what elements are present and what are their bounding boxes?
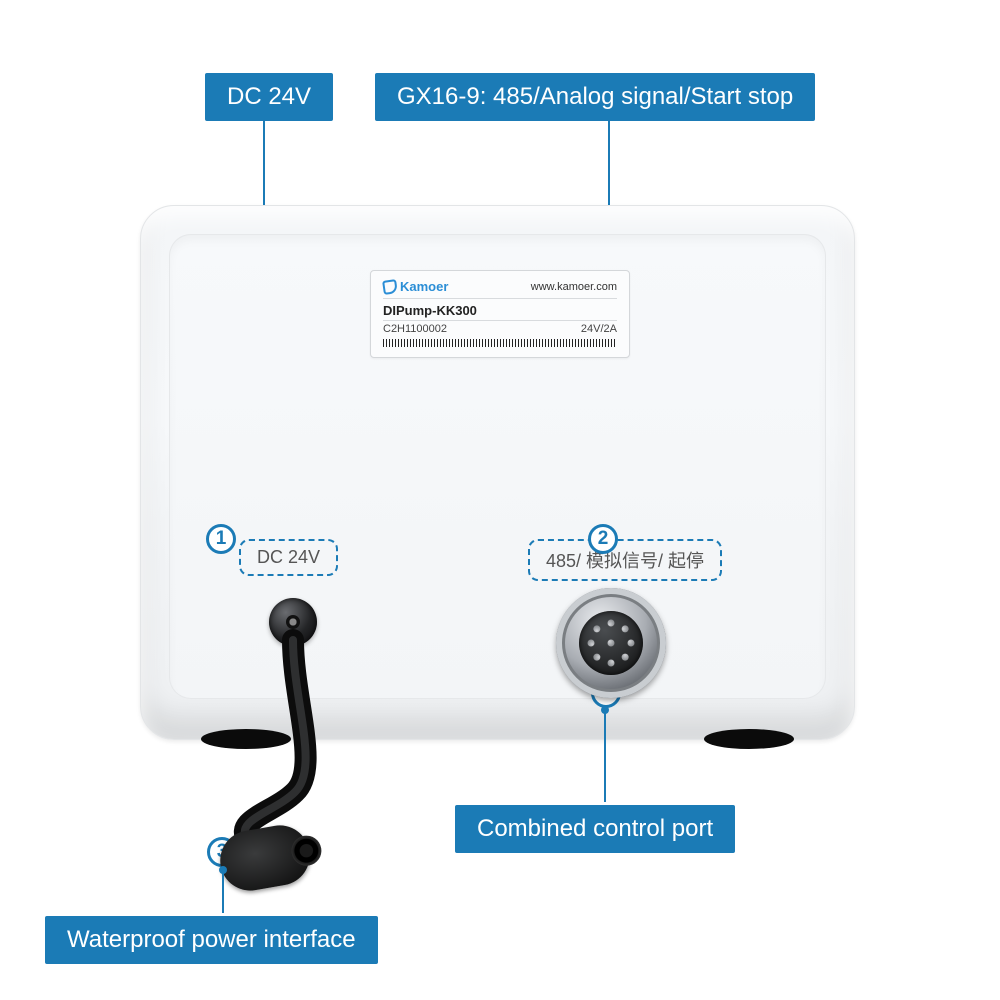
callout-waterproof-text: Waterproof power interface (67, 926, 356, 953)
portlabel-dc24v-text: DC 24V (257, 547, 320, 567)
callout-dc24v: DC 24V (205, 73, 333, 121)
brand-website: www.kamoer.com (531, 281, 617, 293)
dc-jack (269, 598, 317, 646)
gx16-hub (579, 611, 643, 675)
brand-name: Kamoer (400, 279, 448, 294)
diagram-canvas: DC 24V GX16-9: 485/Analog signal/Start s… (0, 0, 1000, 1000)
callout-combined-port: Combined control port (455, 805, 735, 853)
callout-dc24v-text: DC 24V (227, 83, 311, 110)
leader-4 (604, 710, 606, 802)
gx16-connector (556, 588, 666, 698)
product-label-sticker: Kamoer www.kamoer.com DIPump-KK300 C2H11… (370, 270, 630, 358)
leader-3 (222, 870, 224, 913)
portlabel-dc24v: DC 24V (239, 539, 338, 576)
callout-gx16: GX16-9: 485/Analog signal/Start stop (375, 73, 815, 121)
serial-number: C2H1100002 (383, 323, 447, 335)
brand-logo: Kamoer (383, 279, 448, 294)
power-plug (215, 821, 314, 896)
logo-icon (382, 279, 398, 295)
badge-2: 2 (588, 524, 618, 554)
badge-1: 1 (206, 524, 236, 554)
foot-right (704, 729, 794, 749)
power-rating: 24V/2A (581, 323, 617, 335)
device-feet (141, 729, 854, 749)
portlabel-485-text: 485/ 模拟信号/ 起停 (546, 551, 704, 571)
product-model: DIPump-KK300 (383, 303, 617, 321)
barcode (383, 339, 617, 347)
foot-left (201, 729, 291, 749)
callout-gx16-text: GX16-9: 485/Analog signal/Start stop (397, 83, 793, 110)
callout-waterproof: Waterproof power interface (45, 916, 378, 964)
portlabel-485: 485/ 模拟信号/ 起停 (528, 539, 722, 581)
callout-combined-port-text: Combined control port (477, 815, 713, 842)
